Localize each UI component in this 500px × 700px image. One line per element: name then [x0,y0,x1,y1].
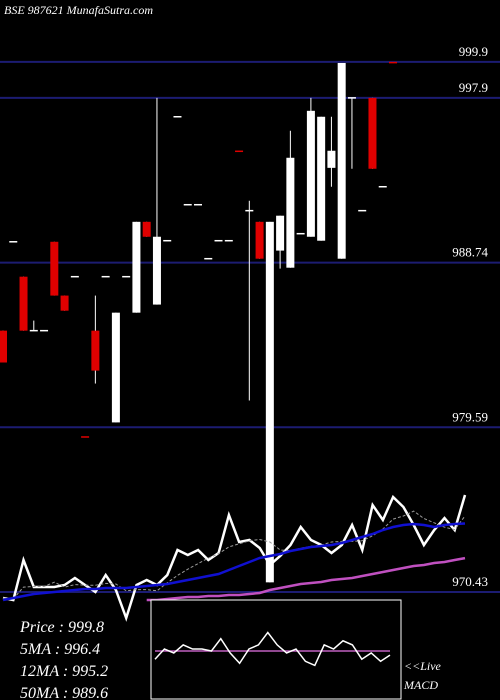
candle-body [183,203,192,206]
candle-body [265,221,274,583]
candle-body [368,97,377,169]
candle-body [91,330,100,371]
candle-body [29,329,38,332]
macd-line [154,631,391,667]
candle-body [214,239,223,242]
candle-body [70,275,79,278]
candle-body [224,239,233,242]
price-label: 970.43 [452,574,488,589]
price-label: 999.9 [459,44,488,59]
candle-body [358,209,367,212]
candle-body [235,150,244,153]
price-label: 997.9 [459,80,488,95]
ma-line [2,522,466,602]
candle-body [0,330,7,363]
candle-body [296,232,305,235]
candle-body [327,150,336,168]
price-label: 979.59 [452,409,488,424]
candle-body [255,221,264,259]
legend-entry: Price : 999.8 [19,619,104,636]
candle-body [132,221,141,313]
candle-body [152,236,161,305]
candle-body [81,436,90,438]
candle-body [19,276,28,331]
candle-body [317,116,326,241]
candle-body [204,257,213,260]
candle-body [389,61,397,64]
ma-line [146,556,466,602]
candle-body [347,97,356,99]
candle-body [337,62,346,259]
candle-body [173,116,182,118]
price-label: 988.74 [452,245,488,260]
candle-body [101,275,110,278]
candle-body [194,203,202,206]
legend-entry: 12MA : 995.2 [20,663,108,680]
macd-note: MACD [403,678,438,692]
candle-body [60,295,69,311]
candle-body [122,275,131,278]
candle-body [9,241,18,243]
legend-entry: 5MA : 996.4 [20,641,100,658]
candle-body [245,209,254,212]
macd-frame [150,599,402,700]
macd-note: <<Live [404,659,442,673]
candle-body [378,185,387,188]
legend-entry: 50MA : 989.6 [20,685,108,700]
candle-body [50,241,59,296]
candle-body [286,157,295,268]
candle-body [142,221,151,237]
candle-body [111,312,120,423]
candle-body [163,239,172,242]
chart-title: BSE 987621 MunafaSutra.com [4,3,153,17]
ma-line [2,494,467,622]
candle-body [306,110,315,237]
candle-body [40,329,49,332]
ma-line [2,510,466,600]
candle-body [276,215,285,251]
